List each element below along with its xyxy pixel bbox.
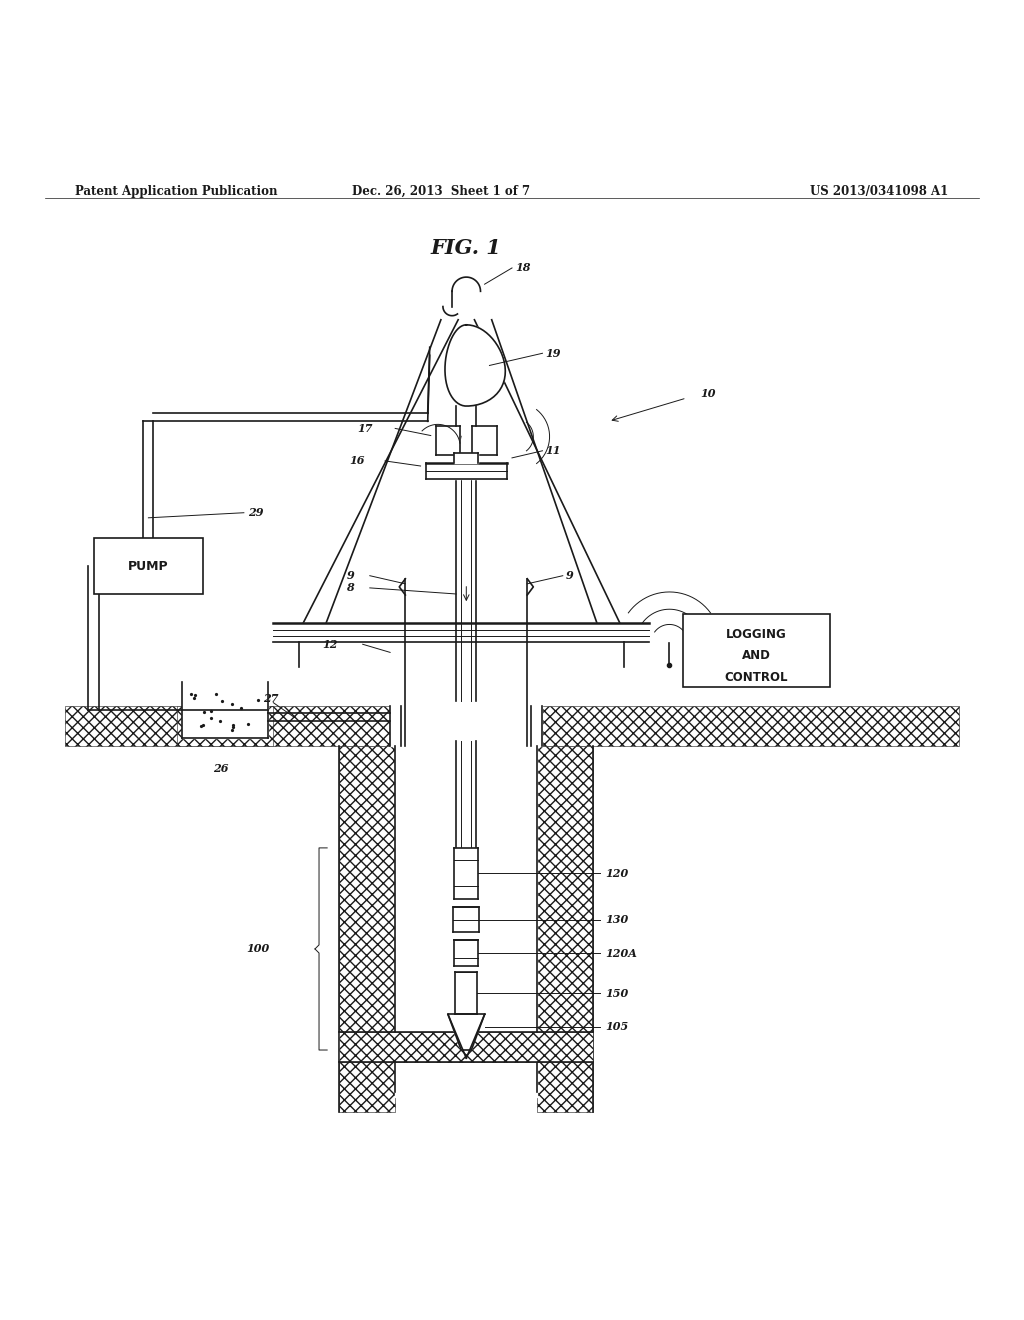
- Polygon shape: [456, 407, 476, 426]
- Text: 18: 18: [515, 263, 530, 273]
- Text: 19: 19: [546, 347, 561, 359]
- Text: 9: 9: [346, 570, 354, 581]
- Polygon shape: [456, 966, 476, 972]
- Text: 130: 130: [605, 913, 629, 925]
- Bar: [683, 614, 829, 688]
- Text: 150: 150: [605, 987, 629, 999]
- Text: CONTROL: CONTROL: [725, 671, 788, 684]
- Bar: [66, 706, 958, 746]
- Text: PUMP: PUMP: [128, 560, 169, 573]
- Polygon shape: [390, 706, 543, 746]
- Text: Dec. 26, 2013  Sheet 1 of 7: Dec. 26, 2013 Sheet 1 of 7: [352, 185, 530, 198]
- Text: 11: 11: [546, 445, 561, 457]
- Text: 16: 16: [349, 455, 365, 466]
- Polygon shape: [454, 899, 478, 907]
- Text: LOGGING: LOGGING: [726, 627, 786, 640]
- Text: AND: AND: [741, 649, 771, 663]
- Polygon shape: [445, 325, 505, 407]
- Polygon shape: [436, 426, 460, 455]
- Text: 17: 17: [357, 422, 373, 434]
- Text: 27: 27: [263, 693, 279, 704]
- Polygon shape: [395, 746, 538, 1097]
- Text: 105: 105: [605, 1022, 629, 1032]
- Polygon shape: [426, 463, 507, 479]
- Bar: [93, 539, 203, 594]
- Polygon shape: [273, 623, 649, 642]
- Text: 26: 26: [213, 763, 228, 774]
- Bar: [339, 1032, 593, 1063]
- Text: Patent Application Publication: Patent Application Publication: [75, 185, 278, 198]
- Polygon shape: [454, 453, 478, 463]
- Text: 120A: 120A: [605, 948, 637, 958]
- Text: 12: 12: [323, 639, 338, 649]
- Text: 9: 9: [566, 570, 573, 581]
- Bar: [538, 746, 593, 1111]
- Text: 8: 8: [346, 582, 354, 594]
- Polygon shape: [453, 907, 479, 932]
- Polygon shape: [454, 932, 478, 940]
- Polygon shape: [454, 940, 478, 966]
- Bar: [339, 746, 395, 1111]
- Text: 120: 120: [605, 867, 629, 879]
- Text: 100: 100: [246, 944, 269, 954]
- Polygon shape: [182, 682, 268, 738]
- Text: US 2013/0341098 A1: US 2013/0341098 A1: [810, 185, 949, 198]
- Text: 10: 10: [699, 388, 716, 400]
- Polygon shape: [449, 1015, 484, 1049]
- Polygon shape: [454, 847, 478, 899]
- Text: 29: 29: [248, 507, 263, 519]
- Bar: [177, 706, 273, 746]
- Polygon shape: [472, 426, 497, 455]
- Text: FIG. 1: FIG. 1: [431, 239, 502, 259]
- Polygon shape: [455, 972, 477, 1015]
